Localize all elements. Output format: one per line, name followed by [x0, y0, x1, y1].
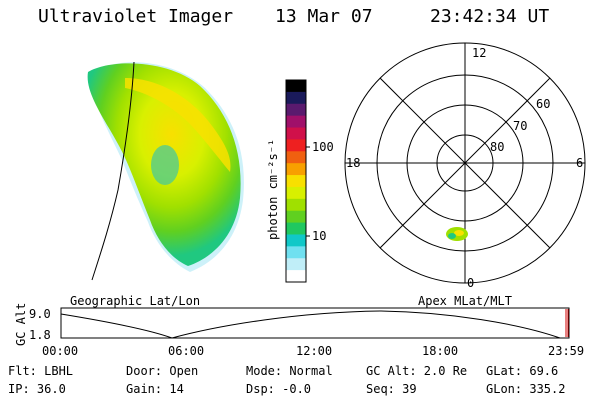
lat-label-60: 60	[536, 97, 551, 111]
colorbar-segment	[286, 175, 306, 188]
info-seq: Seq: 39	[366, 382, 417, 396]
apex-label: Apex MLat/MLT	[418, 294, 512, 308]
info-gain: Gain: 14	[126, 382, 184, 396]
colorbar-segment	[286, 80, 306, 93]
timeline-ymin: 1.8	[29, 328, 51, 342]
colorbar-segment	[286, 258, 306, 271]
mlt-label-12: 12	[472, 46, 487, 60]
colorbar-segment	[286, 163, 306, 176]
info-mode: Mode: Normal	[246, 364, 333, 378]
timeline-xtick: 00:00	[42, 344, 79, 358]
colorbar-segment	[286, 91, 306, 105]
colorbar-tick-10: 10	[312, 229, 327, 243]
colorbar-segment	[286, 246, 306, 259]
mlt-label-6: 6	[576, 156, 584, 170]
info-glat: GLat: 69.6	[486, 364, 559, 378]
colorbar-segment	[286, 234, 306, 247]
colorbar-tick-100: 100	[312, 140, 334, 154]
colorbar-segment	[286, 186, 306, 200]
info-door: Door: Open	[126, 364, 199, 378]
colorbar-segment	[286, 115, 306, 129]
colorbar-segment	[286, 210, 306, 224]
timeline-xtick: 23:59	[548, 344, 585, 358]
lat-label-70: 70	[513, 119, 528, 133]
colorbar-segment	[286, 270, 306, 283]
timeline-xtick: 18:00	[422, 344, 459, 358]
info-glon: GLon: 335.2	[486, 382, 566, 396]
date-label: 13 Mar 07	[275, 6, 373, 27]
mlt-label-18: 18	[346, 156, 361, 170]
info-gc-alt: GC Alt: 2.0 Re	[366, 364, 468, 378]
colorbar-segment	[286, 151, 306, 164]
info-filter: Flt: LBHL	[8, 364, 74, 378]
colorbar-segment	[286, 139, 306, 152]
info-ip: IP: 36.0	[8, 382, 66, 396]
mlt-label-0: 0	[467, 276, 475, 290]
colorbar-segment	[286, 222, 306, 236]
timeline-xtick: 06:00	[168, 344, 205, 358]
instrument-title: Ultraviolet Imager	[38, 6, 234, 27]
timeline-xtick: 12:00	[296, 344, 333, 358]
timeline-ylabel: GC Alt	[14, 302, 28, 346]
colorbar-segment	[286, 127, 306, 141]
info-dsp: Dsp: -0.0	[246, 382, 312, 396]
timeline-ymax: 9.0	[29, 307, 51, 321]
colorbar-segment	[286, 198, 306, 212]
lat-label-80: 80	[490, 140, 505, 154]
colorbar-segment	[286, 103, 306, 117]
time-label: 23:42:34 UT	[430, 6, 550, 27]
geographic-label: Geographic Lat/Lon	[70, 294, 201, 308]
